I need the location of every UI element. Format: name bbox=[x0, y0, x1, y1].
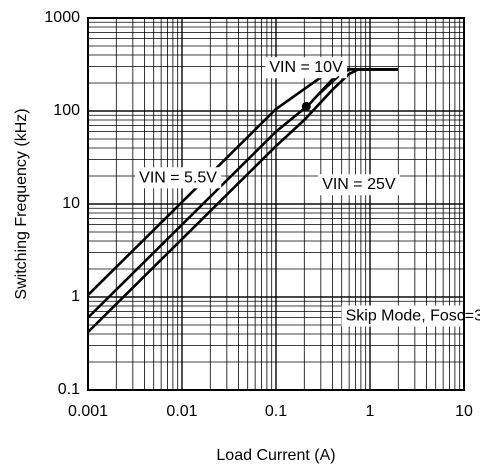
x-axis-title: Load Current (A) bbox=[216, 447, 335, 464]
annotation-text: VIN = 25V bbox=[322, 176, 396, 193]
annotation-background bbox=[135, 167, 222, 189]
y-tick-label: 1000 bbox=[44, 9, 80, 26]
series-line-2 bbox=[87, 68, 399, 319]
annotation-text: VIN = 10V bbox=[269, 59, 343, 76]
annotation-label: VIN = 5.5V bbox=[135, 167, 222, 189]
y-tick-label: 10 bbox=[62, 195, 80, 212]
annotations: VIN = 10V VIN = 5.5V VIN = 25V Skip Mode, F… bbox=[135, 57, 480, 327]
y-axis-title: Switching Frequency (kHz) bbox=[13, 108, 30, 299]
grid bbox=[87, 17, 465, 391]
annotation-leader-line bbox=[305, 75, 340, 107]
annotation-background bbox=[341, 305, 480, 327]
x-tick-label: 10 bbox=[455, 403, 473, 420]
series-lines bbox=[87, 67, 399, 333]
y-tick-label: 1 bbox=[71, 288, 80, 305]
annotation-text: Skip Mode, Fosc=300kHz bbox=[346, 308, 480, 325]
y-tick-label: 0.1 bbox=[58, 381, 80, 398]
series-line-3 bbox=[87, 68, 399, 333]
annotation-background bbox=[318, 174, 400, 196]
annotation-text: VIN = 5.5V bbox=[139, 169, 217, 186]
x-tick-label: 0.1 bbox=[265, 403, 287, 420]
y-tick-label: 100 bbox=[53, 102, 80, 119]
annotation-label: Skip Mode, Fosc=300kHz bbox=[341, 305, 480, 327]
marker-dot bbox=[301, 101, 311, 111]
tick-labels: 0.001 0.01 0.1 1 10 0.1 1 10 100 1000 bbox=[44, 9, 473, 420]
x-tick-label: 0.01 bbox=[166, 403, 197, 420]
annotation-background bbox=[265, 57, 348, 79]
plot-frame bbox=[87, 17, 465, 391]
annotation-label: VIN = 25V bbox=[318, 174, 400, 196]
x-tick-label: 0.001 bbox=[68, 403, 108, 420]
annotation-label: VIN = 10V bbox=[265, 57, 348, 107]
x-tick-label: 1 bbox=[366, 403, 375, 420]
